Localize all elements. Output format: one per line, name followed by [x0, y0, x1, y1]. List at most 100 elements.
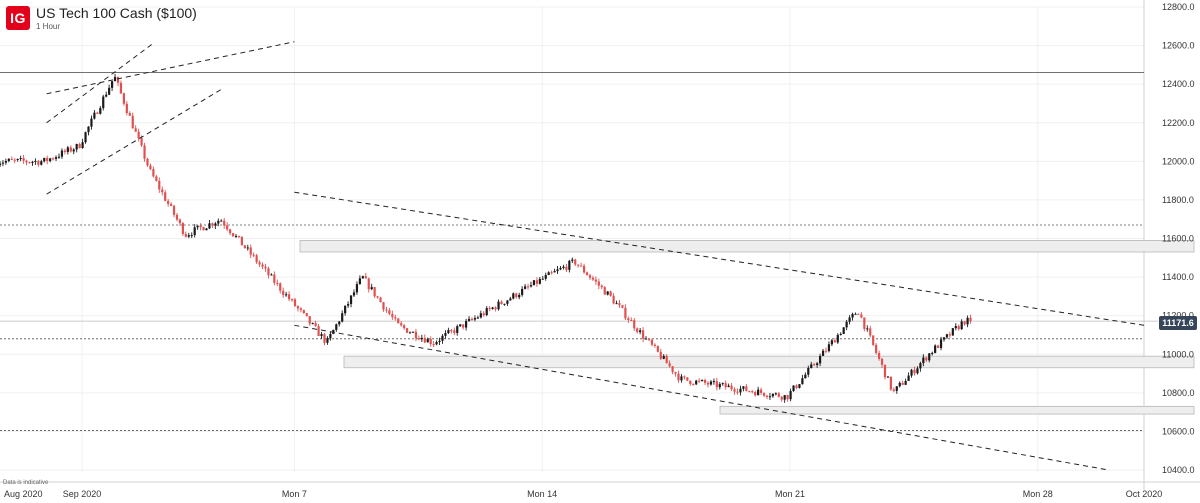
candle-body: [125, 103, 128, 113]
candle-body: [836, 334, 839, 343]
candle-body: [252, 254, 255, 256]
candle-body: [155, 176, 158, 181]
candle-body: [600, 285, 603, 288]
candle-body: [46, 157, 49, 161]
candle-body: [152, 169, 155, 177]
candle-body: [839, 333, 842, 335]
trendline: [46, 43, 154, 124]
candle-body: [630, 320, 633, 322]
candle-body: [146, 158, 149, 166]
candle-body: [175, 214, 179, 220]
candle-body: [830, 340, 833, 345]
candle-body: [485, 308, 488, 316]
candle-body: [373, 287, 376, 297]
candle-body: [889, 376, 892, 390]
candle-body: [432, 344, 435, 346]
candle-body: [149, 165, 152, 170]
candle-body: [161, 189, 164, 193]
candle-body: [4, 161, 7, 163]
candle-body: [898, 382, 901, 387]
candle-body: [264, 266, 267, 269]
candle-body: [594, 279, 597, 282]
candle-body: [718, 384, 721, 388]
candle-body: [420, 337, 423, 340]
candle-body: [627, 318, 630, 321]
candle-body: [730, 385, 733, 390]
candle-body: [228, 229, 232, 234]
timeframe-label: 1 Hour: [36, 22, 61, 31]
candle-body: [57, 156, 61, 158]
candle-body: [361, 276, 364, 279]
candle-body: [565, 266, 568, 270]
candle-body: [860, 314, 863, 318]
candle-body: [795, 385, 798, 388]
candle-body: [922, 357, 925, 364]
candle-body: [349, 295, 353, 305]
candle-body: [512, 293, 515, 299]
candle-body: [90, 118, 93, 127]
candle-body: [391, 313, 394, 318]
candle-body: [0, 163, 2, 166]
candle-body: [84, 132, 87, 143]
candle-body: [521, 288, 524, 295]
candle-body: [226, 225, 229, 230]
candle-body: [759, 389, 763, 393]
candle-body: [243, 245, 246, 248]
candle-body: [639, 330, 642, 333]
trendline: [46, 41, 295, 95]
candle-body: [93, 112, 96, 119]
y-tick-label: 12800.0: [1162, 2, 1195, 12]
candle-body: [919, 363, 922, 369]
candle-body: [19, 158, 22, 160]
candle-body: [364, 276, 367, 279]
candle-body: [479, 313, 482, 318]
ig-logo: IG: [6, 6, 30, 30]
candle-body: [249, 247, 252, 255]
candle-body: [603, 287, 606, 295]
candle-body: [515, 293, 518, 298]
candle-body: [223, 220, 226, 226]
candle-body: [329, 333, 332, 339]
candle-body: [199, 225, 202, 228]
candle-body: [818, 355, 822, 364]
candle-body: [255, 255, 258, 263]
candle-body: [562, 266, 565, 268]
candle-body: [957, 326, 960, 330]
candle-body: [550, 272, 553, 274]
candle-body: [388, 310, 391, 314]
candle-body: [435, 342, 438, 345]
candle-body: [544, 274, 547, 279]
candle-body: [10, 158, 13, 160]
candle-body: [143, 145, 146, 159]
candle-body: [81, 142, 84, 149]
candle-body: [816, 363, 819, 366]
candle-body: [960, 321, 963, 330]
candle-body: [574, 259, 577, 265]
candle-body: [164, 192, 167, 201]
candle-body: [683, 376, 686, 378]
candle-body: [954, 326, 957, 329]
y-tick-label: 10400.0: [1162, 465, 1195, 475]
candle-body: [403, 325, 406, 329]
candle-body: [287, 294, 291, 300]
candle-body: [267, 268, 270, 276]
y-tick-label: 10800.0: [1162, 388, 1195, 398]
candle-body: [119, 82, 123, 94]
candle-body: [668, 363, 671, 367]
candle-body: [506, 300, 509, 304]
candle-body: [456, 326, 459, 333]
candle-body: [110, 81, 114, 88]
candle-body: [137, 131, 140, 139]
candle-body: [405, 328, 409, 333]
data-note: Data is indicative: [3, 480, 49, 486]
candle-body: [647, 338, 651, 340]
candle-body: [641, 330, 645, 339]
candle-body: [842, 327, 845, 334]
x-tick-label: Mon 21: [775, 489, 805, 499]
candle-body: [429, 338, 432, 345]
candle-body: [376, 296, 379, 298]
candle-body: [597, 281, 600, 286]
candle-body: [963, 321, 966, 325]
candle-body: [677, 373, 680, 381]
